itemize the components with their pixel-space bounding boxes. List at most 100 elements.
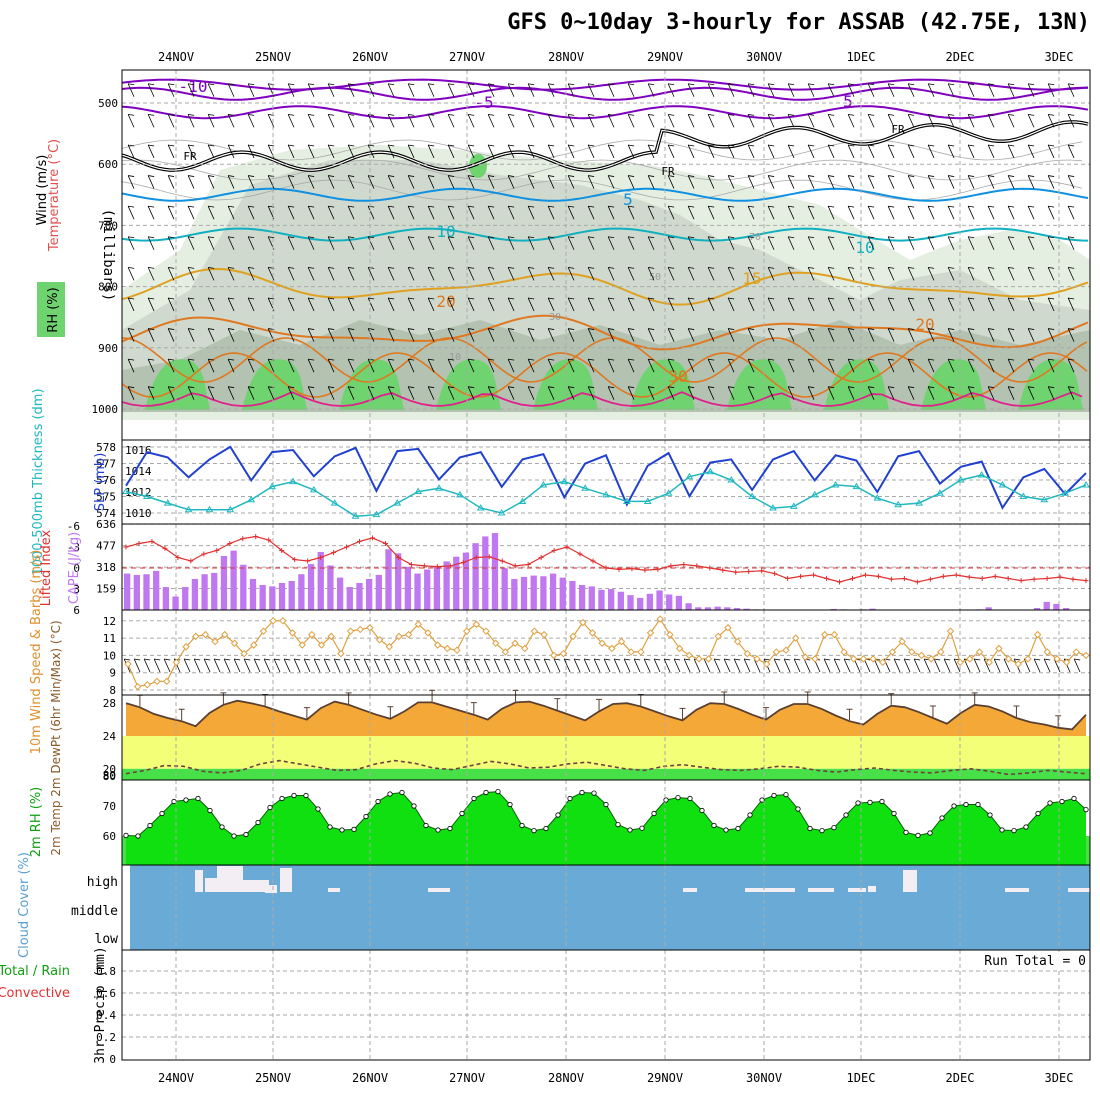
rh-point-68	[939, 815, 945, 821]
profile-barb-0-0-staff	[127, 83, 135, 97]
profile-barb-8-8-staff	[287, 328, 295, 342]
profile-barb-8-9-flag	[308, 328, 315, 330]
profile-barb-3-30	[727, 175, 735, 189]
profile-barb-9-35-staff	[827, 358, 835, 373]
profile-barb-8-21-flag	[548, 328, 555, 330]
thickness-point-32	[789, 502, 798, 509]
profile-barb-6-11	[347, 266, 355, 281]
cloud-clear-3	[243, 880, 269, 892]
thick-ytick-1: 575	[96, 491, 116, 504]
profile-barb-5-39	[907, 236, 915, 250]
cloud-clear-0	[195, 870, 203, 892]
profile-barb-3-8	[287, 175, 295, 189]
profile-barb-6-13-staff	[387, 267, 395, 281]
profile-barb-7-15-staff	[427, 297, 435, 312]
profile-barb-0-15-flag	[428, 83, 435, 86]
profile-barb-1-28-staff	[687, 114, 695, 128]
rh-point-53	[759, 797, 765, 803]
isotherm-label-5: 10	[855, 238, 874, 257]
profile-barb-9-1-flag	[148, 358, 155, 361]
profile-barb-9-35	[827, 358, 835, 373]
profile-barb-6-0-staff	[127, 267, 135, 281]
profile-barb-9-31-staff	[747, 358, 755, 373]
wind10m-barb-29-flag	[414, 658, 421, 661]
profile-barb-5-20-flag	[528, 236, 535, 239]
profile-barb-3-26-flag	[648, 175, 655, 177]
profile-barb-7-7-flag	[268, 297, 275, 300]
profile-barb-2-34	[807, 144, 815, 159]
profile-barb-9-36-flag	[848, 358, 855, 361]
profile-barb-9-44-flag	[1008, 358, 1015, 361]
date-label-bottom-4: 28NOV	[548, 1071, 584, 1085]
profile-barb-5-9-staff	[307, 236, 315, 250]
wind10m-point-39	[501, 648, 510, 656]
profile-barb-4-1-staff	[147, 205, 155, 220]
profile-barb-4-12-staff	[367, 205, 375, 220]
profile-barb-2-6	[247, 144, 255, 159]
profile-barb-7-23	[587, 297, 595, 312]
profile-barb-2-22-staff	[567, 144, 575, 159]
profile-barb-7-27-flag	[668, 297, 675, 300]
wind10m-barb-24-staff	[363, 658, 371, 673]
profile-barb-4-6	[247, 205, 255, 220]
profile-barb-6-9-staff	[307, 267, 315, 281]
profile-barb-10-30-flag	[728, 386, 735, 389]
profile-barb-4-29	[707, 205, 715, 220]
profile-barb-7-21	[547, 297, 555, 312]
profile-barb-8-39-flag	[908, 328, 915, 330]
profile-barb-6-6-staff	[247, 267, 255, 281]
profile-barb-6-10-flag	[328, 266, 335, 269]
profile-barb-5-47-staff	[1067, 236, 1075, 250]
profile-barb-6-25	[627, 266, 635, 281]
wind-ytick-3: 11	[103, 632, 116, 645]
profile-barb-0-44-staff	[1007, 83, 1015, 97]
profile-barb-2-30	[727, 144, 735, 159]
wind-ytick-1: 9	[109, 667, 116, 680]
profile-barb-1-3	[187, 113, 195, 128]
cape-bar-3	[153, 570, 160, 610]
profile-barb-4-14-staff	[407, 205, 415, 220]
wind10m-point-12	[240, 649, 248, 658]
profile-barb-9-4-flag	[208, 358, 215, 361]
wind10m-point-3	[153, 677, 161, 686]
profile-barb-3-22-flag	[568, 175, 575, 177]
thickness-point-7	[268, 482, 276, 490]
profile-barb-10-4	[207, 386, 215, 400]
dewpt-line	[125, 759, 1087, 776]
profile-barb-7-35-staff	[827, 297, 835, 312]
profile-barb-2-12-flag	[368, 144, 375, 147]
li-point-69	[1018, 578, 1024, 584]
profile-barb-9-15-staff	[427, 358, 435, 373]
thickness-point-29	[727, 476, 736, 483]
wind10m-point-84	[937, 648, 945, 656]
rh-point-34	[531, 827, 537, 834]
wind10m-barb-51-staff	[633, 658, 641, 673]
date-label-bottom-7: 1DEC	[847, 1071, 876, 1085]
profile-barb-1-25	[627, 113, 635, 128]
isotherm-label-9: 30	[668, 367, 687, 386]
profile-barb-0-16-staff	[447, 83, 455, 97]
isotherm-label-3: 5	[623, 190, 633, 209]
li-point-38	[616, 566, 622, 572]
profile-barb-2-46-staff	[1047, 144, 1055, 159]
cape-bar-43	[540, 576, 547, 610]
wind10m-point-92	[1014, 660, 1022, 668]
wind10m-point-69	[791, 634, 800, 642]
li-point-33	[551, 548, 557, 553]
profile-barb-5-6-flag	[248, 236, 255, 239]
wind10m-point-38	[492, 639, 500, 647]
wind10m-point-95	[1043, 648, 1051, 656]
profile-barb-5-21-staff	[547, 236, 555, 250]
wind10m-barb-53	[653, 658, 661, 673]
profile-barb-6-15-staff	[427, 267, 435, 281]
wind10m-point-47	[579, 618, 587, 627]
profile-barb-4-35-flag	[828, 205, 835, 208]
profile-barb-5-0	[127, 236, 135, 250]
profile-barb-10-32-flag	[768, 386, 775, 389]
rh-contour-label-0: 10	[449, 352, 461, 363]
profile-barb-5-29-staff	[707, 236, 715, 250]
profile-barb-8-20-flag	[528, 328, 535, 330]
profile-barb-2-9	[307, 144, 315, 159]
thickness-point-12	[372, 510, 381, 518]
wind10m-barb-20-staff	[323, 658, 331, 673]
